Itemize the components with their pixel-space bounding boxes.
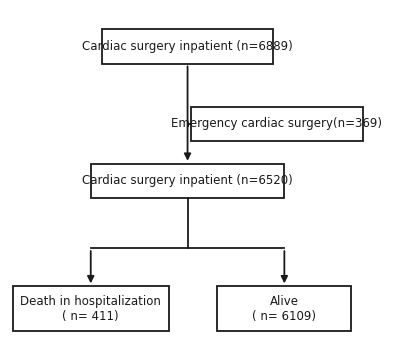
FancyBboxPatch shape	[191, 107, 362, 141]
FancyBboxPatch shape	[102, 29, 273, 64]
Text: Alive
( n= 6109): Alive ( n= 6109)	[252, 295, 316, 323]
Text: Death in hospitalization
( n= 411): Death in hospitalization ( n= 411)	[20, 295, 161, 323]
Text: Emergency cardiac surgery(n=369): Emergency cardiac surgery(n=369)	[172, 117, 382, 130]
Text: Cardiac surgery inpatient (n=6889): Cardiac surgery inpatient (n=6889)	[82, 40, 293, 53]
FancyBboxPatch shape	[217, 286, 351, 331]
FancyBboxPatch shape	[12, 286, 169, 331]
Text: Cardiac surgery inpatient (n=6520): Cardiac surgery inpatient (n=6520)	[82, 174, 293, 188]
FancyBboxPatch shape	[91, 164, 284, 198]
